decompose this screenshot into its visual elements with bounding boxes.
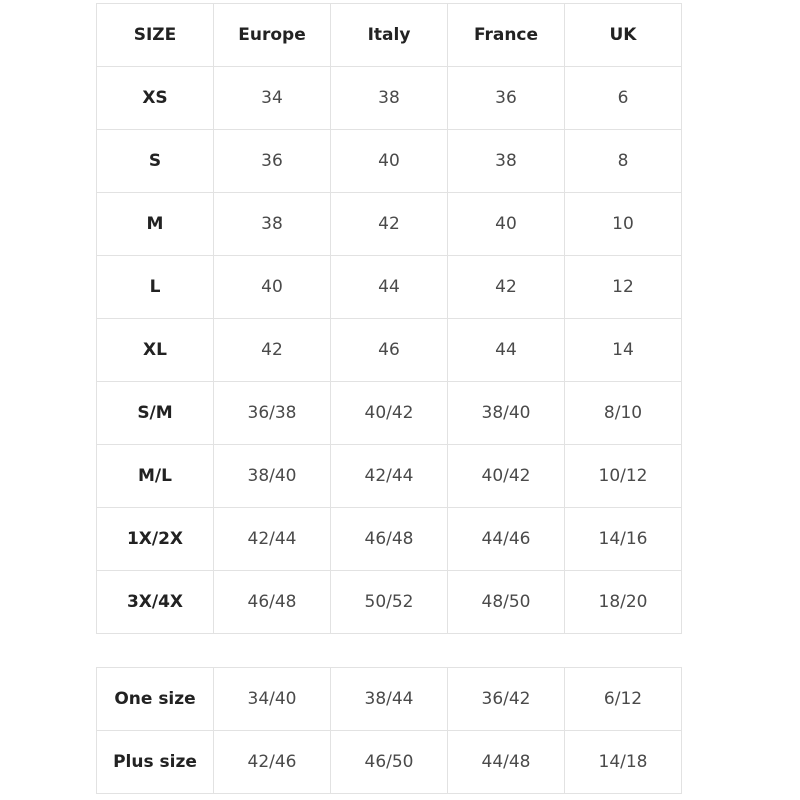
table-cell: 34/40 — [213, 667, 331, 731]
table-row: S/M 36/38 40/42 38/40 8/10 — [96, 381, 682, 445]
column-header: Europe — [213, 3, 331, 67]
one-plus-size-table: One size 34/40 38/44 36/42 6/12 Plus size 42/4… — [96, 667, 682, 794]
table-cell: 6/12 — [564, 667, 682, 731]
table-cell: 42 — [213, 318, 331, 382]
table-cell: 18/20 — [564, 570, 682, 634]
table-cell: 10 — [564, 192, 682, 256]
table-cell: 46/48 — [213, 570, 331, 634]
size-label-cell: 1X/2X — [96, 507, 214, 571]
column-header: SIZE — [96, 3, 214, 67]
table-cell: 40 — [447, 192, 565, 256]
table-cell: 38 — [330, 66, 448, 130]
table-cell: 46/48 — [330, 507, 448, 571]
table-cell: 14/18 — [564, 730, 682, 794]
table-row: M 38 42 40 10 — [96, 192, 682, 256]
table-cell: 36/38 — [213, 381, 331, 445]
table-cell: 42 — [330, 192, 448, 256]
column-header: France — [447, 3, 565, 67]
table-cell: 36 — [447, 66, 565, 130]
table-cell: 8/10 — [564, 381, 682, 445]
table-cell: 42/44 — [330, 444, 448, 508]
size-label-cell: Plus size — [96, 730, 214, 794]
table-cell: 10/12 — [564, 444, 682, 508]
size-label-cell: 3X/4X — [96, 570, 214, 634]
size-label-cell: S — [96, 129, 214, 193]
table-cell: 12 — [564, 255, 682, 319]
table-cell: 6 — [564, 66, 682, 130]
table-row: 1X/2X 42/44 46/48 44/46 14/16 — [96, 507, 682, 571]
table-cell: 38/40 — [213, 444, 331, 508]
table-cell: 46 — [330, 318, 448, 382]
table-cell: 36 — [213, 129, 331, 193]
table-cell: 40 — [213, 255, 331, 319]
table-cell: 48/50 — [447, 570, 565, 634]
size-label-cell: One size — [96, 667, 214, 731]
table-cell: 42/44 — [213, 507, 331, 571]
table-cell: 44/46 — [447, 507, 565, 571]
table-cell: 44 — [330, 255, 448, 319]
table-cell: 50/52 — [330, 570, 448, 634]
table-cell: 36/42 — [447, 667, 565, 731]
table-row: One size 34/40 38/44 36/42 6/12 — [96, 667, 682, 731]
table-row: S 36 40 38 8 — [96, 129, 682, 193]
table-row: XS 34 38 36 6 — [96, 66, 682, 130]
table-cell: 38/44 — [330, 667, 448, 731]
table-cell: 44/48 — [447, 730, 565, 794]
header-row: SIZE Europe Italy France UK — [96, 3, 682, 67]
table-cell: 42 — [447, 255, 565, 319]
table-row: Plus size 42/46 46/50 44/48 14/18 — [96, 730, 682, 794]
table-cell: 38 — [213, 192, 331, 256]
size-label-cell: XS — [96, 66, 214, 130]
table-cell: 42/46 — [213, 730, 331, 794]
table-row: M/L 38/40 42/44 40/42 10/12 — [96, 444, 682, 508]
table-cell: 40/42 — [447, 444, 565, 508]
table-cell: 34 — [213, 66, 331, 130]
size-label-cell: S/M — [96, 381, 214, 445]
size-label-cell: M — [96, 192, 214, 256]
column-header: UK — [564, 3, 682, 67]
table-cell: 44 — [447, 318, 565, 382]
table-cell: 38/40 — [447, 381, 565, 445]
size-label-cell: L — [96, 255, 214, 319]
table-cell: 14 — [564, 318, 682, 382]
size-label-cell: XL — [96, 318, 214, 382]
table-row: 3X/4X 46/48 50/52 48/50 18/20 — [96, 570, 682, 634]
size-chart-table: SIZE Europe Italy France UK XS 34 38 36 6 S 36 40 38 8… — [96, 3, 682, 634]
table-row: L 40 44 42 12 — [96, 255, 682, 319]
table-cell: 46/50 — [330, 730, 448, 794]
table-cell: 14/16 — [564, 507, 682, 571]
table-cell: 40/42 — [330, 381, 448, 445]
table-cell: 38 — [447, 129, 565, 193]
table-cell: 8 — [564, 129, 682, 193]
column-header: Italy — [330, 3, 448, 67]
size-label-cell: M/L — [96, 444, 214, 508]
table-cell: 40 — [330, 129, 448, 193]
table-row: XL 42 46 44 14 — [96, 318, 682, 382]
